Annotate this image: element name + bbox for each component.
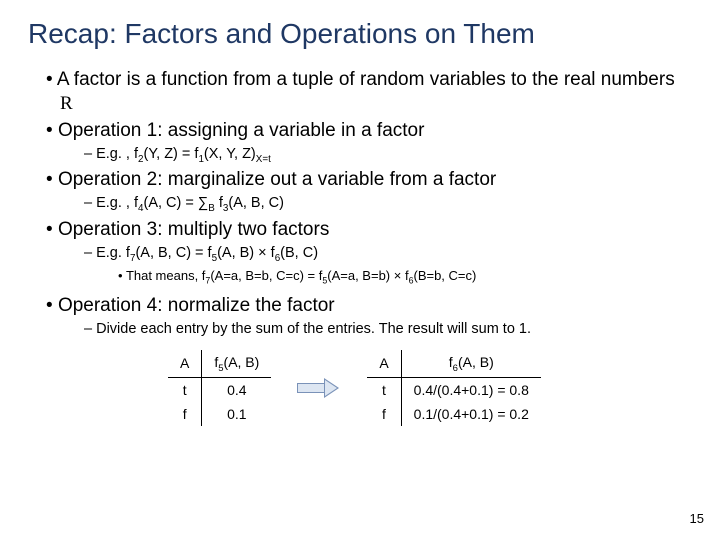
bullet-op2: Operation 2: marginalize out a variable … bbox=[46, 168, 692, 192]
bullet-factor-def: A factor is a function from a tuple of r… bbox=[46, 68, 692, 117]
t: (X, Y, Z) bbox=[204, 146, 256, 162]
bullet-op1-eg: E.g. , f2(Y, Z) = f1(X, Y, Z)X=t bbox=[84, 145, 692, 166]
t: E.g. f bbox=[96, 245, 130, 261]
cell: 0.4 bbox=[202, 378, 271, 403]
cell: 0.1 bbox=[202, 402, 271, 426]
t: (B=b, C=c) bbox=[413, 268, 476, 283]
bullet-op3-sub: That means, f7(A=a, B=b, C=c) = f5(A=a, … bbox=[118, 267, 692, 288]
cell: t bbox=[367, 378, 401, 403]
t: (A, B) × f bbox=[217, 245, 275, 261]
t: (A, B, C) bbox=[228, 195, 284, 211]
t: (B, C) bbox=[280, 245, 318, 261]
th-f6: f6(A, B) bbox=[401, 350, 541, 378]
t: (A=a, B=b, C=c) = f bbox=[210, 268, 322, 283]
bullet-op3: Operation 3: multiply two factors bbox=[46, 218, 692, 242]
t: (A=a, B=b) × f bbox=[327, 268, 408, 283]
t: E.g. , f bbox=[96, 146, 138, 162]
arrow-icon bbox=[297, 378, 341, 398]
s: X=t bbox=[256, 154, 271, 165]
cell: t bbox=[168, 378, 202, 403]
th-f5: f5(A, B) bbox=[202, 350, 271, 378]
s: B bbox=[208, 203, 215, 214]
text: A factor is a function from a tuple of r… bbox=[57, 69, 675, 90]
bullet-op4: Operation 4: normalize the factor bbox=[46, 294, 692, 318]
cell: f bbox=[168, 402, 202, 426]
table-before: A f5(A, B) t0.4 f0.1 bbox=[168, 350, 271, 427]
cell: 0.4/(0.4+0.1) = 0.8 bbox=[401, 378, 541, 403]
cell: f bbox=[367, 402, 401, 426]
bullet-op1: Operation 1: assigning a variable in a f… bbox=[46, 119, 692, 143]
real-symbol: R bbox=[60, 93, 73, 114]
bullet-op4-eg: Divide each entry by the sum of the entr… bbox=[84, 320, 692, 340]
cell: 0.1/(0.4+0.1) = 0.2 bbox=[401, 402, 541, 426]
page-number: 15 bbox=[690, 511, 704, 526]
t: (A, B) bbox=[224, 354, 260, 370]
t: (A, C) = ∑ bbox=[144, 195, 209, 211]
t: (Y, Z) = f bbox=[144, 146, 199, 162]
t: (A, B, C) = f bbox=[135, 245, 211, 261]
t: (A, B) bbox=[458, 354, 494, 370]
slide-title: Recap: Factors and Operations on Them bbox=[28, 18, 692, 50]
t: f bbox=[215, 195, 223, 211]
t: E.g. , f bbox=[96, 195, 138, 211]
bullet-op2-eg: E.g. , f4(A, C) = ∑B f3(A, B, C) bbox=[84, 194, 692, 215]
t: That means, f bbox=[126, 268, 205, 283]
th-a: A bbox=[168, 350, 202, 378]
bullet-op3-eg: E.g. f7(A, B, C) = f5(A, B) × f6(B, C) bbox=[84, 244, 692, 265]
th-a: A bbox=[367, 350, 401, 378]
tables-container: A f5(A, B) t0.4 f0.1 A f6(A, B) t0.4/(0.… bbox=[168, 350, 692, 427]
table-after: A f6(A, B) t0.4/(0.4+0.1) = 0.8 f0.1/(0.… bbox=[367, 350, 541, 427]
